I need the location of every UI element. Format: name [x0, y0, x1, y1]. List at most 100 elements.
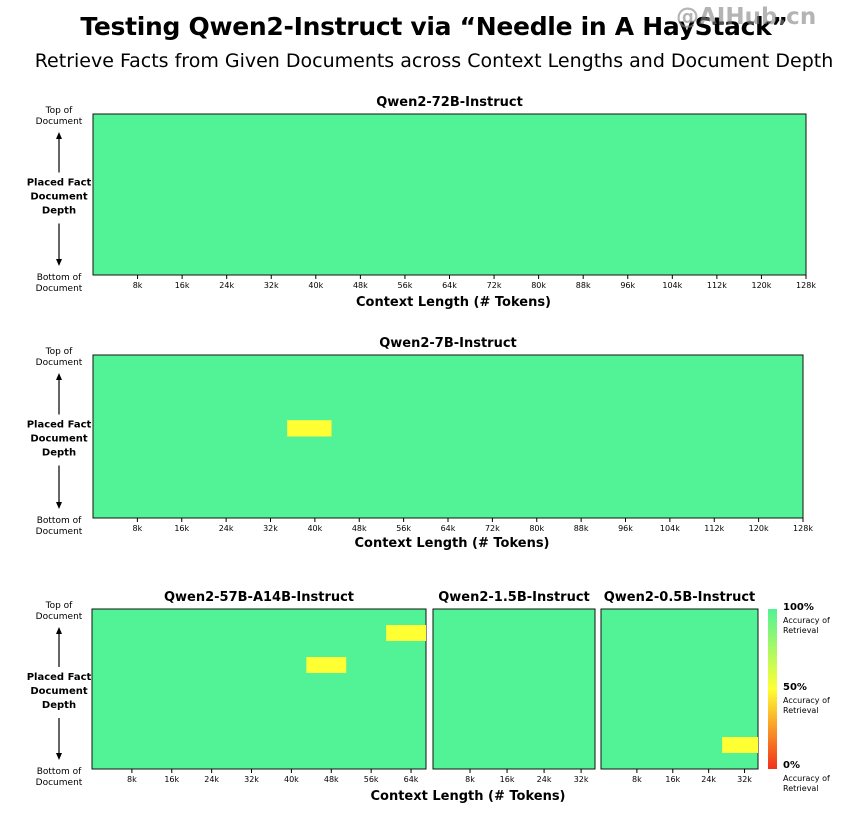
x-tick-label: 24k: [537, 775, 552, 784]
colorbar-caption: Accuracy of: [783, 616, 830, 625]
x-tick-label: 80k: [529, 524, 544, 533]
x-tick-label: 16k: [174, 524, 189, 533]
panel-title: Qwen2-0.5B-Instruct: [604, 590, 756, 605]
y-axis-label: Placed Fact: [27, 420, 92, 431]
x-tick-label: 88k: [574, 524, 589, 533]
x-tick-label: 112k: [707, 281, 727, 290]
heatmap-cell: [306, 657, 347, 673]
x-tick-label: 16k: [500, 775, 515, 784]
heatmap-cell: [287, 420, 332, 437]
x-tick-label: 8k: [632, 775, 642, 784]
y-axis-bottom-label: Document: [36, 284, 83, 294]
x-tick-label: 8k: [133, 281, 143, 290]
x-tick-label: 48k: [352, 524, 367, 533]
y-axis-label: Depth: [42, 448, 76, 459]
y-axis-top-label: Top of: [45, 601, 74, 611]
page-subtitle: Retrieve Facts from Given Documents acro…: [34, 50, 834, 72]
x-tick-label: 120k: [751, 281, 771, 290]
x-tick-label: 32k: [263, 524, 278, 533]
y-axis-label: Document: [30, 434, 88, 445]
colorbar-caption: Retrieval: [783, 784, 819, 793]
x-tick-label: 104k: [660, 524, 680, 533]
watermark: @AIHub.cn: [676, 4, 817, 30]
y-axis-bottom-label: Bottom of: [37, 273, 82, 283]
heatmap-cell: [386, 625, 426, 641]
x-tick-label: 32k: [737, 775, 752, 784]
x-tick-label: 32k: [574, 775, 589, 784]
x-tick-label: 32k: [264, 281, 279, 290]
y-axis-label: Document: [30, 192, 88, 203]
panel-title: Qwen2-7B-Instruct: [379, 336, 517, 351]
panel-title: Qwen2-57B-A14B-Instruct: [164, 590, 354, 605]
up-arrow-head-icon: [56, 132, 62, 139]
x-tick-label: 64k: [404, 775, 419, 784]
x-tick-label: 72k: [485, 524, 500, 533]
x-axis-label: Context Length (# Tokens): [370, 789, 565, 804]
x-axis-label: Context Length (# Tokens): [356, 295, 551, 310]
y-axis-label: Document: [30, 686, 88, 697]
colorbar: [768, 609, 777, 769]
x-tick-label: 128k: [796, 281, 816, 290]
colorbar-caption: Retrieval: [783, 706, 819, 715]
panel-title: Qwen2-1.5B-Instruct: [438, 590, 590, 605]
x-tick-label: 56k: [398, 281, 413, 290]
y-axis-bottom-label: Bottom of: [37, 516, 82, 526]
x-tick-label: 64k: [441, 524, 456, 533]
up-arrow-head-icon: [56, 373, 62, 380]
down-arrow-head-icon: [56, 753, 62, 760]
x-axis-label: Context Length (# Tokens): [354, 536, 549, 551]
y-axis-top-label: Document: [36, 358, 83, 368]
y-axis-top-label: Top of: [45, 106, 74, 116]
heatmap-background: [91, 608, 427, 770]
down-arrow-head-icon: [56, 502, 62, 509]
down-arrow-head-icon: [56, 259, 62, 266]
x-tick-label: 32k: [244, 775, 259, 784]
heatmap-background: [92, 113, 807, 276]
x-tick-label: 40k: [284, 775, 299, 784]
x-tick-label: 16k: [175, 281, 190, 290]
x-tick-label: 96k: [620, 281, 635, 290]
x-tick-label: 8k: [465, 775, 475, 784]
x-tick-label: 8k: [127, 775, 137, 784]
x-tick-label: 88k: [576, 281, 591, 290]
colorbar-caption: Retrieval: [783, 626, 819, 635]
y-axis-top-label: Document: [36, 117, 83, 127]
x-tick-label: 64k: [442, 281, 457, 290]
panel-title: Qwen2-72B-Instruct: [376, 95, 523, 110]
colorbar-tick-label: 100%: [783, 602, 814, 613]
x-tick-label: 104k: [662, 281, 682, 290]
x-tick-label: 24k: [219, 524, 234, 533]
x-tick-label: 120k: [749, 524, 769, 533]
x-tick-label: 24k: [204, 775, 219, 784]
colorbar-tick-label: 0%: [783, 760, 800, 771]
y-axis-label: Depth: [42, 700, 76, 711]
y-axis-label: Placed Fact: [27, 178, 92, 189]
colorbar-caption: Accuracy of: [783, 774, 830, 783]
x-tick-label: 24k: [701, 775, 716, 784]
y-axis-label: Placed Fact: [27, 672, 92, 683]
y-axis-label: Depth: [42, 206, 76, 217]
heatmap-background: [432, 608, 596, 770]
x-tick-label: 48k: [353, 281, 368, 290]
colorbar-caption: Accuracy of: [783, 696, 830, 705]
up-arrow-head-icon: [56, 627, 62, 634]
y-axis-bottom-label: Document: [36, 527, 83, 537]
x-tick-label: 128k: [793, 524, 813, 533]
x-tick-label: 24k: [219, 281, 234, 290]
x-tick-label: 8k: [133, 524, 143, 533]
x-tick-label: 72k: [487, 281, 502, 290]
x-tick-label: 40k: [308, 281, 323, 290]
x-tick-label: 48k: [324, 775, 339, 784]
y-axis-top-label: Document: [36, 612, 83, 622]
colorbar-tick-label: 50%: [783, 682, 807, 693]
y-axis-top-label: Top of: [45, 347, 74, 357]
page-title: Testing Qwen2-Instruct via “Needle in A …: [80, 12, 788, 41]
x-tick-label: 16k: [164, 775, 179, 784]
x-tick-label: 96k: [618, 524, 633, 533]
x-tick-label: 56k: [396, 524, 411, 533]
heatmap-background: [92, 354, 804, 519]
x-tick-label: 16k: [665, 775, 680, 784]
x-tick-label: 80k: [531, 281, 546, 290]
x-tick-label: 56k: [364, 775, 379, 784]
